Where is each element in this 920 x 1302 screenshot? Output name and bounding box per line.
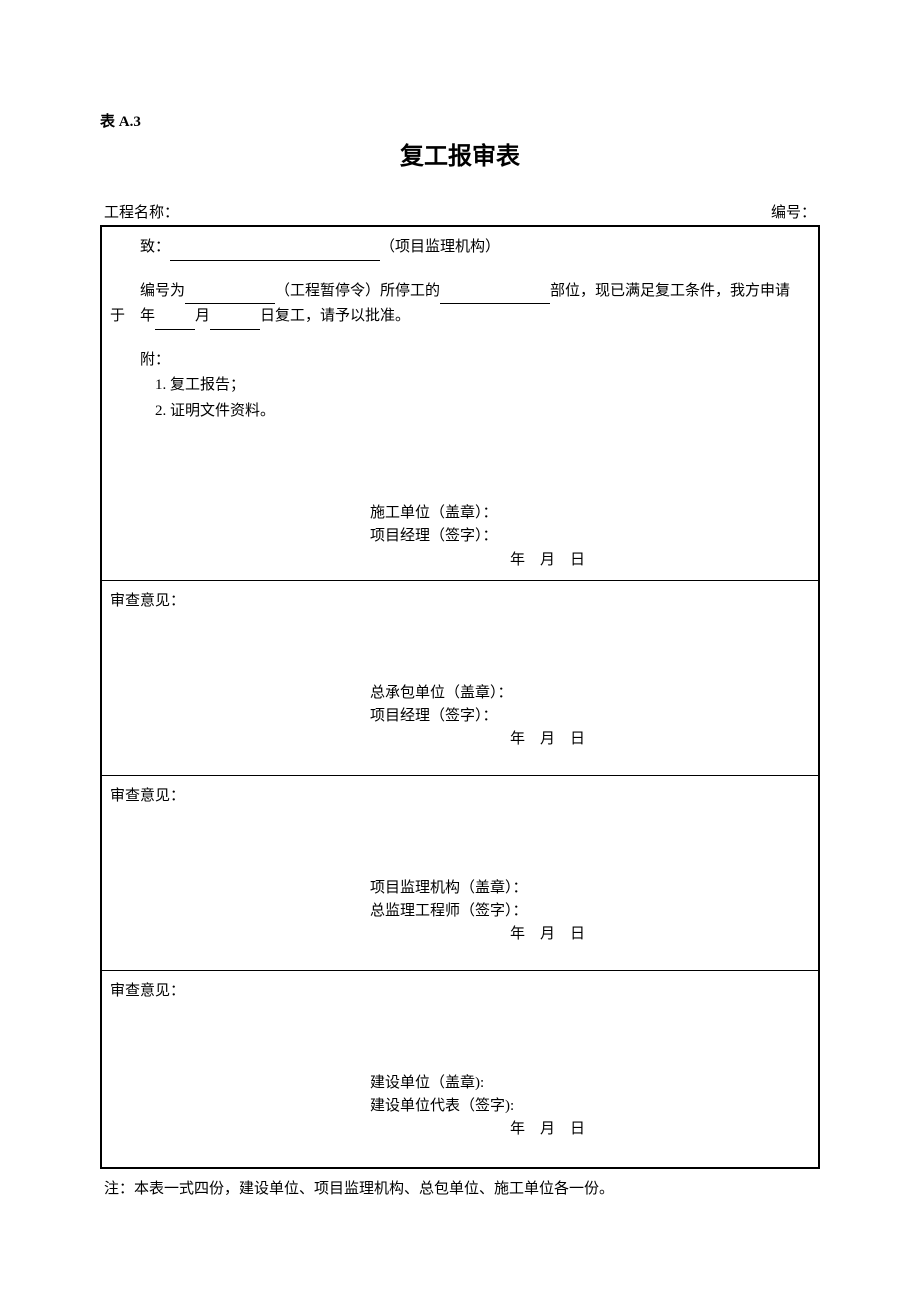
footer-note: 注：本表一式四份，建设单位、项目监理机构、总包单位、施工单位各一份。 [100, 1177, 820, 1198]
sig3-stamp: 项目监理机构（盖章）： [110, 877, 810, 900]
to-suffix: （项目监理机构） [380, 239, 500, 255]
signature-block-1: 施工单位（盖章）： 项目经理（签字）： 年 月 日 [110, 502, 810, 572]
attach-title: 附： [110, 348, 810, 374]
date-d: 日 [570, 552, 585, 568]
project-name-label: 工程名称： [104, 201, 179, 222]
review-section-3: 审查意见： 建设单位（盖章): 建设单位代表（签字): 年 月 日 [101, 970, 819, 1168]
sig3-date: 年 月 日 [110, 923, 810, 946]
position-blank[interactable] [440, 303, 550, 304]
review-section-2: 审查意见： 项目监理机构（盖章）： 总监理工程师（签字）： 年 月 日 [101, 775, 819, 970]
serial-label: 编号： [771, 201, 816, 222]
date-y: 年 [510, 552, 525, 568]
date-m-2: 月 [540, 731, 555, 747]
form-code: 表 A.3 [100, 110, 820, 131]
date-y-3: 年 [510, 926, 525, 942]
sig1-sign: 项目经理（签字）： [110, 525, 810, 548]
sentence-p2: （工程暂停令）所停工的 [275, 283, 440, 299]
sentence-p4: 年 [140, 308, 155, 324]
salutation-line: 致： （项目监理机构） [110, 235, 810, 261]
sig2-stamp: 总承包单位（盖章）： [110, 682, 810, 705]
review-section-1: 审查意见： 总承包单位（盖章）： 项目经理（签字）： 年 月 日 [101, 580, 819, 775]
sig4-date: 年 月 日 [110, 1118, 810, 1141]
date-d-4: 日 [570, 1121, 585, 1137]
opinion-label-2: 审查意见： [110, 784, 810, 805]
signature-block-3: 项目监理机构（盖章）： 总监理工程师（签字）： 年 月 日 [110, 877, 810, 947]
to-label: 致： [140, 239, 170, 255]
opinion-label-3: 审查意见： [110, 979, 810, 1000]
signature-block-2: 总承包单位（盖章）： 项目经理（签字）： 年 月 日 [110, 682, 810, 752]
main-form-table: 致：（项目监理机构） 编号为（工程暂停令）所停工的部位，现已满足复工条件，我方申… [100, 225, 820, 1169]
opinion-label-1: 审查意见： [110, 589, 810, 610]
date-m: 月 [540, 552, 555, 568]
sig1-stamp: 施工单位（盖章）： [110, 502, 810, 525]
sentence-p5: 月 [195, 308, 210, 324]
day-blank[interactable] [210, 329, 260, 330]
date-d-2: 日 [570, 731, 585, 747]
sig2-sign: 项目经理（签字）： [110, 705, 810, 728]
month-blank[interactable] [155, 329, 195, 330]
body-sentence: 编号为（工程暂停令）所停工的部位，现已满足复工条件，我方申请于 年月日复工，请予… [110, 279, 810, 330]
applicant-section: 致：（项目监理机构） 编号为（工程暂停令）所停工的部位，现已满足复工条件，我方申… [101, 226, 819, 580]
date-d-3: 日 [570, 926, 585, 942]
date-y-2: 年 [510, 731, 525, 747]
sig2-date: 年 月 日 [110, 728, 810, 751]
sig4-stamp: 建设单位（盖章): [110, 1072, 810, 1095]
date-y-4: 年 [510, 1121, 525, 1137]
serial-blank[interactable] [185, 303, 275, 304]
to-blank[interactable] [170, 260, 380, 261]
attachments: 附： 1. 复工报告； 2. 证明文件资料。 [110, 348, 810, 425]
sig3-sign: 总监理工程师（签字）： [110, 900, 810, 923]
header-row: 工程名称： 编号： [100, 201, 820, 222]
form-title: 复工报审表 [100, 136, 820, 171]
attach-item-2: 2. 证明文件资料。 [155, 399, 810, 425]
date-m-4: 月 [540, 1121, 555, 1137]
sig4-sign: 建设单位代表（签字): [110, 1095, 810, 1118]
attach-item-1: 1. 复工报告； [155, 373, 810, 399]
date-m-3: 月 [540, 926, 555, 942]
signature-block-4: 建设单位（盖章): 建设单位代表（签字): 年 月 日 [110, 1072, 810, 1142]
sig1-date: 年 月 日 [110, 549, 810, 572]
sentence-p6: 日复工，请予以批准。 [260, 308, 410, 324]
sentence-p1: 编号为 [140, 283, 185, 299]
